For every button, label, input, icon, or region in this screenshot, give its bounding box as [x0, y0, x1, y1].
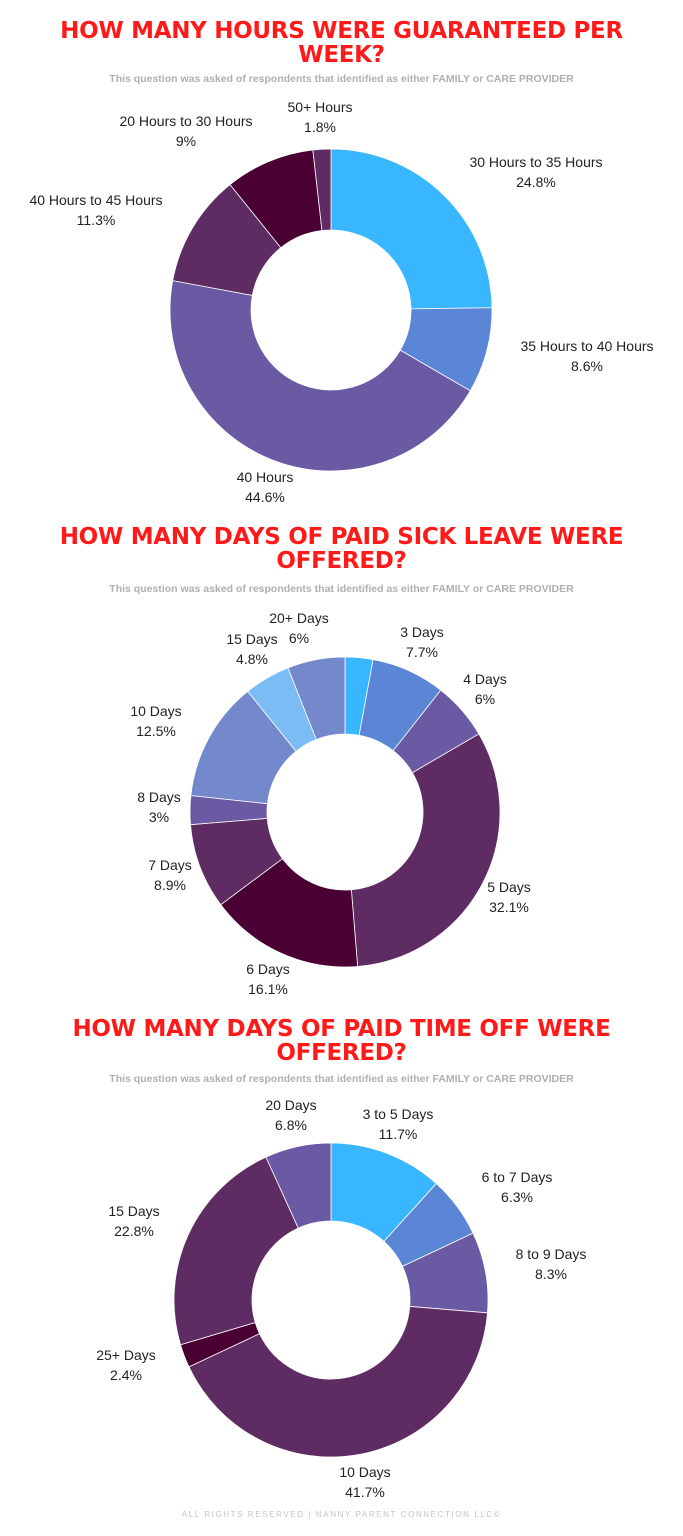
- slice-value-label: 7.7%: [406, 644, 438, 660]
- slice-value-label: 11.7%: [379, 1126, 418, 1142]
- chart-2-title: HOW MANY DAYS OF PAID SICK LEAVE WERE OF…: [59, 524, 624, 574]
- donut-slice: [220, 858, 359, 968]
- slice-value-label: 3%: [149, 809, 169, 825]
- chart-3-title: HOW MANY DAYS OF PAID TIME OFF WERE OFFE…: [72, 1016, 611, 1066]
- slice-label: 10 Days: [339, 1464, 390, 1480]
- donut-slice: [169, 280, 471, 472]
- slice-value-label: 6.3%: [501, 1189, 533, 1205]
- chart-1-subtitle: This question was asked of respondents t…: [109, 73, 574, 85]
- slice-value-label: 9%: [176, 133, 196, 149]
- slice-label: 8 Days: [137, 789, 181, 805]
- slice-label: 35 Hours to 40 Hours: [520, 338, 653, 354]
- slice-value-label: 6%: [289, 630, 309, 646]
- donut-slice: [287, 656, 346, 740]
- slice-label: 3 to 5 Days: [363, 1106, 434, 1122]
- slice-value-label: 22.8%: [114, 1223, 154, 1239]
- slice-label: 20 Days: [265, 1097, 316, 1113]
- slice-label: 15 Days: [226, 631, 277, 647]
- slice-label: 30 Hours to 35 Hours: [469, 154, 602, 170]
- slice-value-label: 16.1%: [248, 981, 288, 997]
- chart-2-subtitle: This question was asked of respondents t…: [109, 583, 574, 595]
- slice-value-label: 8.6%: [571, 358, 603, 374]
- slice-value-label: 44.6%: [245, 489, 285, 505]
- slice-label: 7 Days: [148, 857, 192, 873]
- slice-label: 40 Hours: [237, 469, 294, 485]
- slice-label: 20+ Days: [269, 610, 329, 626]
- slice-value-label: 6%: [475, 691, 495, 707]
- donut-slice: [265, 1142, 332, 1229]
- donut-slice: [173, 1156, 299, 1346]
- footer-copyright: ALL RIGHTS RESERVED | NANNY PARENT CONNE…: [181, 1510, 502, 1519]
- slice-value-label: 8.9%: [154, 877, 186, 893]
- chart-1-title: HOW MANY HOURS WERE GUARANTEED PER WEEK?: [60, 18, 623, 68]
- slice-label: 15 Days: [108, 1203, 159, 1219]
- slice-label: 10 Days: [130, 703, 181, 719]
- donut-slice: [312, 148, 332, 231]
- donut-slice: [330, 148, 493, 310]
- slice-label: 6 Days: [246, 961, 290, 977]
- slice-label: 25+ Days: [96, 1347, 156, 1363]
- slice-label: 40 Hours to 45 Hours: [29, 192, 162, 208]
- slice-value-label: 2.4%: [110, 1367, 142, 1383]
- slice-label: 50+ Hours: [288, 99, 353, 115]
- slice-label: 20 Hours to 30 Hours: [119, 113, 252, 129]
- slice-value-label: 11.3%: [77, 212, 116, 228]
- slice-label: 3 Days: [400, 624, 444, 640]
- donut-slice: [350, 733, 501, 967]
- slice-value-label: 1.8%: [304, 119, 336, 135]
- slice-value-label: 12.5%: [136, 723, 176, 739]
- slice-value-label: 4.8%: [236, 651, 268, 667]
- slice-value-label: 8.3%: [535, 1266, 567, 1282]
- slice-value-label: 41.7%: [345, 1484, 385, 1500]
- slice-value-label: 24.8%: [516, 174, 556, 190]
- slice-label: 6 to 7 Days: [482, 1169, 553, 1185]
- slice-value-label: 6.8%: [275, 1117, 307, 1133]
- slice-label: 5 Days: [487, 879, 531, 895]
- slice-label: 8 to 9 Days: [516, 1246, 587, 1262]
- chart-3-subtitle: This question was asked of respondents t…: [109, 1073, 574, 1085]
- slice-value-label: 32.1%: [489, 899, 529, 915]
- donut-slice: [188, 1306, 488, 1458]
- slice-label: 4 Days: [463, 671, 507, 687]
